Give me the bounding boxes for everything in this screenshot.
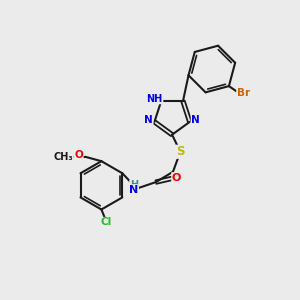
Text: H: H: [130, 180, 138, 190]
Text: N: N: [144, 116, 153, 125]
Text: N: N: [129, 185, 138, 195]
Text: Cl: Cl: [101, 218, 112, 227]
Text: N: N: [191, 116, 200, 125]
Text: Br: Br: [237, 88, 250, 98]
Text: O: O: [172, 173, 181, 183]
Text: NH: NH: [147, 94, 163, 104]
Text: S: S: [176, 145, 184, 158]
Text: CH₃: CH₃: [54, 152, 73, 162]
Text: O: O: [74, 150, 83, 160]
